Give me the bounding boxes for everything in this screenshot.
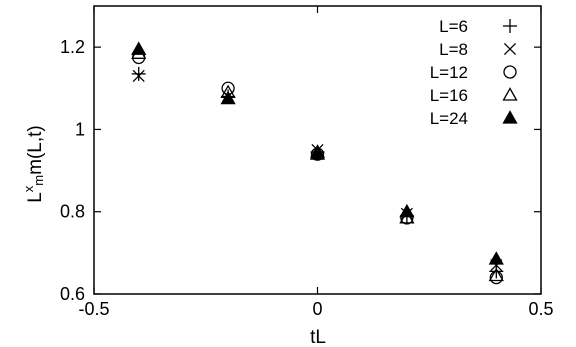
cross-marker-b bbox=[132, 69, 145, 83]
data-point bbox=[399, 203, 415, 218]
legend-marker bbox=[503, 65, 517, 79]
legend-label: L=16 bbox=[430, 86, 468, 105]
y-axis-label-sup: x bbox=[21, 185, 36, 192]
legend-label: L=24 bbox=[430, 109, 468, 128]
legend-marker bbox=[502, 110, 518, 124]
y-axis-label: Lxmm(L,t) bbox=[21, 125, 46, 203]
y-tick-label: 0.8 bbox=[60, 202, 85, 222]
y-axis-label-sub: m bbox=[31, 175, 46, 186]
legend-label: L=12 bbox=[430, 63, 468, 82]
x-tick-label: 0 bbox=[312, 299, 322, 319]
data-point bbox=[309, 146, 326, 160]
cross-marker-b bbox=[503, 42, 517, 56]
ticks: -0.5 0 0.5 0.6 0.8 1 1.2 bbox=[60, 6, 554, 319]
legend-marker bbox=[503, 19, 517, 33]
y-tick-label: 1.2 bbox=[60, 37, 85, 57]
data-point bbox=[131, 41, 147, 55]
x-axis-label: tL bbox=[310, 327, 326, 347]
data-point bbox=[131, 66, 146, 81]
data-marks bbox=[131, 41, 504, 285]
legend-marker bbox=[503, 42, 517, 56]
data-point bbox=[488, 251, 504, 265]
y-axis-label-base: L bbox=[25, 192, 46, 203]
data-point bbox=[489, 270, 503, 285]
legend-label: L=8 bbox=[439, 40, 468, 59]
legend-marker bbox=[502, 87, 518, 101]
y-tick-label: 1 bbox=[75, 119, 85, 139]
legend: L=6 L=8 L=12 L=16 L=24 bbox=[430, 17, 518, 128]
data-point bbox=[488, 267, 504, 282]
y-axis-label-rest: m(L,t) bbox=[25, 125, 46, 175]
data-point bbox=[220, 90, 236, 105]
x-tick-label: 0.5 bbox=[528, 299, 553, 319]
data-point bbox=[132, 69, 145, 83]
series-4 bbox=[131, 41, 504, 265]
legend-label: L=6 bbox=[439, 17, 468, 36]
y-tick-label: 0.6 bbox=[60, 284, 85, 304]
x-tick-label: -0.5 bbox=[78, 299, 109, 319]
